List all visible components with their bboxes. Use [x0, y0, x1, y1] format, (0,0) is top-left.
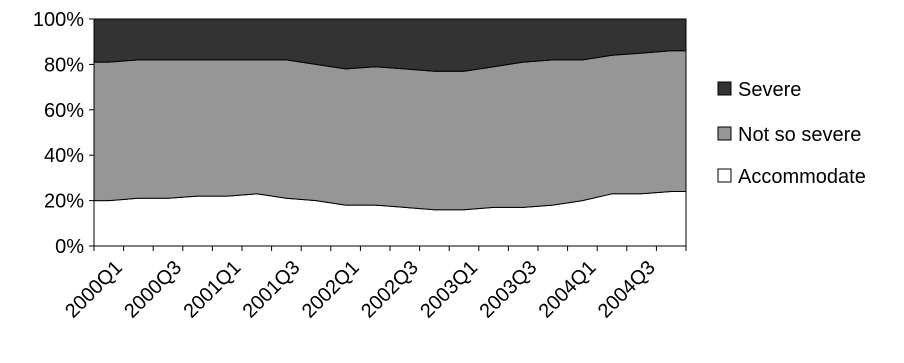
- x-tick-label: 2000Q1: [61, 257, 127, 323]
- y-tick-label: 80%: [44, 54, 84, 76]
- legend-label-accommodate: Accommodate: [738, 166, 866, 188]
- y-axis: 0% 20% 40% 60% 80% 100%: [33, 9, 94, 258]
- legend-swatch-not-so-severe: [717, 126, 732, 141]
- x-axis: 2000Q12000Q32001Q12001Q32002Q12002Q32003…: [61, 246, 687, 323]
- x-tick-label: 2001Q3: [239, 257, 305, 323]
- x-tick-label: 2004Q1: [535, 257, 601, 323]
- chart-areas: [93, 18, 687, 247]
- y-tick-label: 60%: [44, 100, 84, 122]
- x-tick-label: 2002Q1: [298, 257, 364, 323]
- x-tick-label: 2001Q1: [179, 257, 245, 323]
- legend-swatch-accommodate: [717, 168, 732, 183]
- area-series-not-so-severe: [93, 50, 687, 211]
- legend-swatch-severe: [717, 81, 732, 96]
- x-tick-label: 2003Q1: [416, 257, 482, 323]
- legend-label-severe: Severe: [738, 79, 801, 101]
- x-tick-label: 2002Q3: [357, 257, 423, 323]
- y-tick-label: 0%: [55, 236, 84, 258]
- x-tick-label: 2003Q3: [475, 257, 541, 323]
- y-tick-label: 100%: [33, 9, 84, 31]
- x-tick-label: 2000Q3: [120, 257, 186, 323]
- y-tick-label: 20%: [44, 191, 84, 213]
- x-tick-label: 2004Q3: [594, 257, 660, 323]
- legend: Severe Not so severe Accommodate: [717, 79, 866, 188]
- y-tick-label: 40%: [44, 145, 84, 167]
- legend-label-not-so-severe: Not so severe: [738, 124, 861, 146]
